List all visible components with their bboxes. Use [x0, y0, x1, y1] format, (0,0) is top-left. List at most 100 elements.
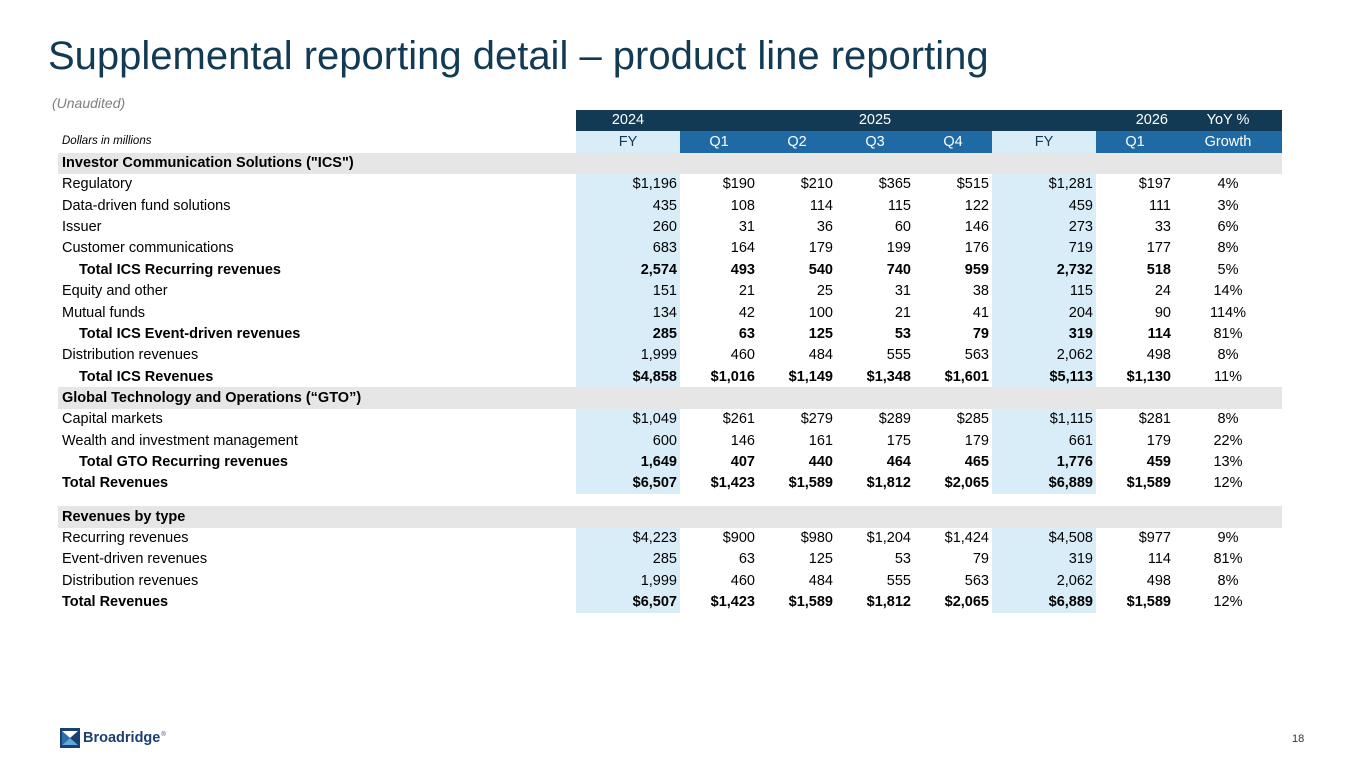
cell-q2-2025: 179	[808, 240, 833, 257]
row-label: Distribution revenues	[62, 347, 199, 364]
cell-q2-2025: 36	[816, 219, 833, 236]
cell-q3-2025: $1,204	[866, 529, 911, 546]
cell-q4-2025: 465	[964, 453, 989, 470]
cell-q1-2025: 460	[730, 572, 755, 589]
cell-q1-2026: 114	[1147, 551, 1171, 568]
cell-q3-2025: $289	[878, 411, 911, 428]
header-year-2025: 2025	[836, 110, 914, 132]
cell-q1-2025: $1,016	[710, 368, 755, 385]
header-year-2026: 2026	[1096, 110, 1174, 132]
cell-fill	[576, 506, 680, 528]
cell-fy-2025: $5,113	[992, 366, 1096, 388]
cell-fill	[1174, 152, 1282, 175]
cell-q1-2025: $1,423	[710, 593, 755, 610]
cell-q1-2026: $281	[1138, 411, 1171, 428]
cell-growth: 8%	[1217, 411, 1239, 428]
cell-fy-2025: $1,115	[992, 408, 1096, 431]
col-header-fy-2025: FY	[992, 131, 1096, 153]
table-row: Event-driven revenues 285 63 125 53 79 3…	[58, 548, 1282, 571]
cell-q1-2026: 459	[1146, 453, 1171, 470]
col-header-q2-2025: Q2	[758, 131, 836, 153]
cell-fy-2024: $4,223	[576, 527, 680, 549]
row-label: Distribution revenues	[62, 572, 199, 589]
cell-q4-2025: $2,065	[944, 593, 989, 610]
row-label: Customer communications	[62, 240, 234, 257]
cell-growth: 12%	[1213, 475, 1243, 492]
table-row: Issuer 260 31 36 60 146 273 33 6%	[58, 216, 1282, 239]
header-row-periods: Dollars in millions FY Q1 Q2 Q3 Q4 FY Q1…	[58, 131, 1282, 153]
cell-q3-2025: $1,348	[866, 368, 911, 385]
cell-fy-2024: $1,049	[576, 408, 680, 431]
cell-q1-2026: $977	[1138, 529, 1171, 546]
table-row: Customer communications 683 164 179 199 …	[58, 238, 1282, 260]
cell-q3-2025: $1,812	[866, 475, 911, 492]
broadridge-logo: Broadridge ®	[60, 728, 166, 748]
cell-fill	[1096, 387, 1174, 409]
cell-growth: 8%	[1217, 572, 1239, 589]
cell-fy-2025: $6,889	[992, 472, 1096, 495]
table-row: Wealth and investment management 600 146…	[58, 430, 1282, 452]
cell-fill	[680, 494, 758, 506]
cell-q4-2025: $1,601	[944, 368, 989, 385]
cell-fill	[914, 152, 992, 175]
cell-fy-2025: $6,889	[992, 591, 1096, 613]
cell-q1-2026: 518	[1146, 261, 1171, 278]
cell-q4-2025: 563	[964, 572, 989, 589]
table-row: Data-driven fund solutions 435 108 114 1…	[58, 195, 1282, 217]
cell-q1-2025: 63	[738, 551, 755, 568]
cell-fy-2025: 273	[992, 216, 1096, 239]
cell-fill	[1096, 494, 1174, 506]
cell-fill	[576, 152, 680, 175]
cell-q1-2025: 21	[738, 283, 755, 300]
row-label: Total Revenues	[62, 593, 169, 610]
cell-q1-2025: 108	[730, 197, 755, 214]
col-header-fy-2024: FY	[576, 131, 680, 153]
cell-fill	[576, 387, 680, 409]
cell-fy-2025: $1,281	[992, 174, 1096, 196]
subtotal-row: Total ICS Recurring revenues 2,574 493 5…	[58, 259, 1282, 281]
cell-growth: 3%	[1217, 197, 1239, 214]
table-row: Recurring revenues $4,223 $900 $980 $1,2…	[58, 527, 1282, 549]
cell-q2-2025: 100	[808, 304, 833, 321]
cell-fy-2025: 1,776	[992, 451, 1096, 473]
table-row: Regulatory $1,196 $190 $210 $365 $515 $1…	[58, 174, 1282, 196]
col-header-q3-2025: Q3	[836, 131, 914, 153]
header-row-years: 2024 2025 2026 YoY %	[58, 110, 1282, 132]
cell-q1-2025: 460	[730, 347, 755, 364]
cell-fill	[576, 494, 680, 506]
col-header-q1-2025: Q1	[680, 131, 758, 153]
cell-q2-2025: $210	[800, 176, 833, 193]
cell-q2-2025: 161	[808, 432, 833, 449]
cell-growth: 9%	[1217, 529, 1239, 546]
cell-q1-2025: 146	[730, 432, 755, 449]
cell-q4-2025: 563	[964, 347, 989, 364]
cell-q2-2025: 540	[808, 261, 833, 278]
cell-q1-2025: $190	[722, 176, 755, 193]
section-header-revenues-by-type: Revenues by type	[58, 506, 1282, 528]
cell-fy-2024: 1,649	[576, 451, 680, 473]
row-label: Wealth and investment management	[62, 432, 298, 449]
cell-fill	[680, 506, 758, 528]
cell-q3-2025: 175	[886, 432, 911, 449]
cell-growth: 4%	[1217, 176, 1239, 193]
cell-q1-2026: 111	[1148, 197, 1171, 214]
header-blank-dark	[758, 110, 836, 132]
spacer-row	[58, 494, 1282, 506]
total-row: Total Revenues $6,507 $1,423 $1,589 $1,8…	[58, 591, 1282, 613]
cell-fy-2024: $1,196	[576, 174, 680, 196]
section-header-gto: Global Technology and Operations (“GTO”)	[58, 387, 1282, 409]
cell-q2-2025: 125	[808, 325, 833, 342]
row-label: Mutual funds	[62, 304, 146, 321]
cell-q1-2025: 164	[730, 240, 755, 257]
cell-q4-2025: $515	[956, 176, 989, 193]
cell-q3-2025: 60	[894, 219, 911, 236]
cell-fill	[1096, 506, 1174, 528]
cell-fy-2024: 260	[576, 216, 680, 239]
cell-fill	[758, 506, 836, 528]
cell-fy-2025: 319	[992, 548, 1096, 571]
cell-q4-2025: 176	[964, 240, 989, 257]
cell-fill	[836, 494, 914, 506]
cell-q4-2025: $2,065	[944, 475, 989, 492]
row-label: Event-driven revenues	[62, 551, 208, 568]
row-label: Total Revenues	[62, 475, 169, 492]
